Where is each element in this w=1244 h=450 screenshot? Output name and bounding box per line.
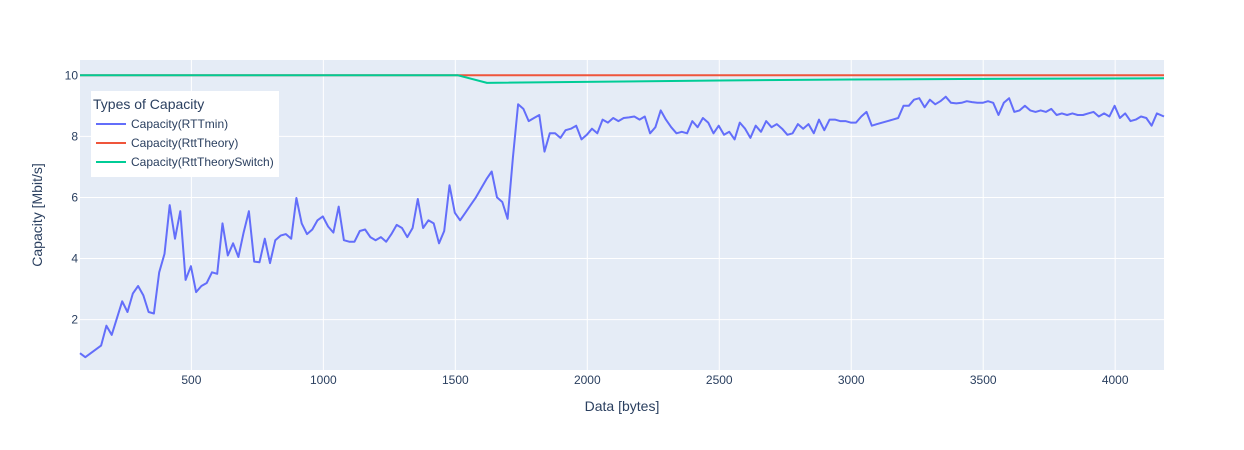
x-tick-label: 3500 bbox=[970, 373, 997, 387]
x-tick-label: 1500 bbox=[442, 373, 469, 387]
y-tick-label: 8 bbox=[71, 129, 78, 143]
x-tick-label: 3000 bbox=[838, 373, 865, 387]
legend-label-rttmin: Capacity(RTTmin) bbox=[131, 117, 228, 131]
y-axis-title: Capacity [Mbit/s] bbox=[29, 163, 45, 266]
x-tick-label: 1000 bbox=[310, 373, 337, 387]
legend-label-rtttheory: Capacity(RttTheory) bbox=[131, 136, 238, 150]
y-tick-label: 10 bbox=[65, 68, 79, 82]
x-tick-label: 2500 bbox=[706, 373, 733, 387]
y-tick-label: 6 bbox=[71, 190, 78, 204]
y-tick-label: 2 bbox=[71, 313, 78, 327]
legend: Types of Capacity Capacity(RTTmin) Capac… bbox=[91, 91, 279, 177]
legend-label-rtttheoryswitch: Capacity(RttTheorySwitch) bbox=[131, 155, 274, 169]
x-axis-ticks: 500 1000 1500 2000 2500 3000 3500 4000 bbox=[181, 373, 1128, 387]
y-axis-ticks: 2 4 6 8 10 bbox=[65, 68, 79, 326]
x-axis-title: Data [bytes] bbox=[585, 398, 660, 414]
x-tick-label: 2000 bbox=[574, 373, 601, 387]
legend-title: Types of Capacity bbox=[93, 96, 204, 112]
x-tick-label: 500 bbox=[181, 373, 201, 387]
y-tick-label: 4 bbox=[71, 252, 78, 266]
x-tick-label: 4000 bbox=[1102, 373, 1129, 387]
